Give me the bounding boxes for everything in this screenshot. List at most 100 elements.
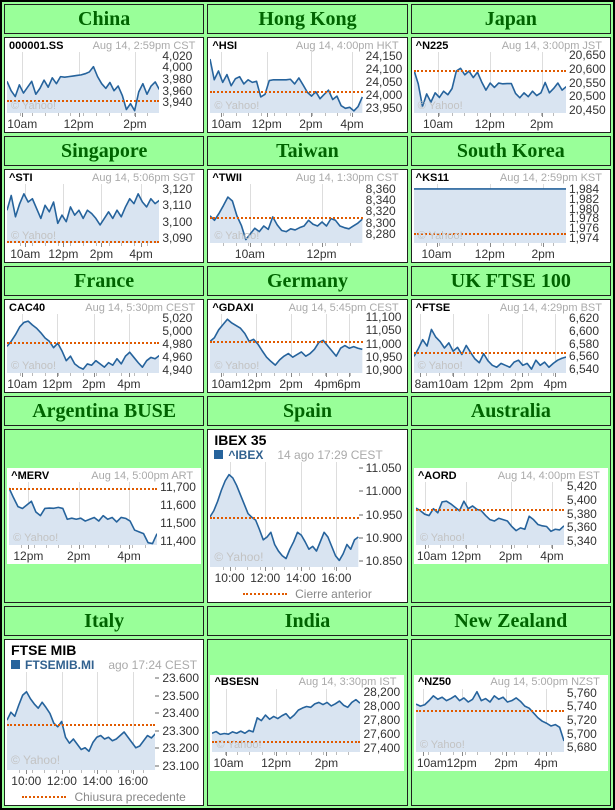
price-plot-south-korea: © Yahoo! bbox=[413, 184, 566, 243]
x-axis-label: 2pm bbox=[279, 377, 303, 391]
market-cell-uk-ftse: ^FTSE Aug 14, 4:29pm BST © Yahoo! 6,620 6,60… bbox=[410, 299, 611, 393]
x-axis-label: 12:00 bbox=[46, 774, 77, 788]
stock-chart-argentina[interactable]: ^MERV Aug 14, 5:00pm ART © Yahoo! 11,700 11,… bbox=[7, 468, 202, 564]
x-axis-label: 10am bbox=[10, 247, 41, 261]
chart-header: ^HSI Aug 14, 4:00pm HKT bbox=[208, 38, 406, 52]
y-axis-label: 4,000 bbox=[162, 60, 193, 75]
x-minor-tick bbox=[120, 545, 122, 548]
x-minor-tick bbox=[440, 751, 442, 755]
x-axis-label: 12pm bbox=[306, 247, 337, 261]
x-major-tick bbox=[489, 113, 491, 117]
y-axis-label: 5,340 bbox=[566, 533, 597, 548]
x-major-tick bbox=[310, 113, 312, 117]
x-minor-tick bbox=[235, 373, 237, 376]
price-series-svg bbox=[415, 689, 564, 752]
chart-body: © Yahoo! 3,120 3,110 3,100 3,090 bbox=[5, 181, 203, 246]
x-axis-ticks bbox=[414, 373, 566, 377]
stock-chart-spain[interactable]: IBEX 35 ^IBEX 14 ago 17:29 CEST © Yahoo! 11.… bbox=[208, 430, 407, 602]
x-minor-tick bbox=[515, 243, 517, 246]
market-cell-italy: FTSE MIB FTSEMIB.MI ago 17:24 CEST © Yahoo!… bbox=[4, 639, 205, 806]
yahoo-watermark: © Yahoo! bbox=[214, 100, 260, 112]
stock-chart-italy[interactable]: FTSE MIB FTSEMIB.MI ago 17:24 CEST © Yahoo!… bbox=[5, 640, 204, 805]
y-axis-label: 8,320 bbox=[365, 204, 396, 219]
chart-symbol: ^AORD bbox=[417, 469, 457, 482]
x-minor-tick bbox=[107, 545, 109, 548]
x-minor-tick bbox=[70, 113, 72, 116]
stock-chart-france[interactable]: CAC40 Aug 14, 5:30pm CEST © Yahoo! 5,020 5,0… bbox=[5, 300, 204, 392]
market-cell-new-zealand: ^NZ50 Aug 14, 5:00pm NZST © Yahoo! 5,760 5,7… bbox=[410, 639, 611, 806]
x-major-tick bbox=[22, 373, 24, 377]
x-axis-label: 16:00 bbox=[118, 774, 149, 788]
stock-chart-japan[interactable]: ^N225 Aug 14, 3:00pm JST © Yahoo! 20,650 20,… bbox=[411, 38, 610, 132]
stock-chart-china[interactable]: 000001.SS Aug 14, 2:59pm CST © Yahoo! 4,020… bbox=[5, 38, 204, 132]
x-minor-tick bbox=[324, 113, 326, 116]
x-major-tick bbox=[229, 567, 231, 571]
y-axis-uk-ftse: 6,620 6,600 6,580 6,560 6,540 bbox=[566, 311, 610, 376]
x-minor-tick bbox=[452, 751, 454, 755]
price-area-fill bbox=[210, 319, 363, 373]
price-plot-china: © Yahoo! bbox=[7, 52, 160, 113]
stock-chart-india[interactable]: ^BSESN Aug 14, 3:30pm IST © Yahoo! 28,200 28… bbox=[210, 674, 405, 771]
x-axis-label: 12pm bbox=[451, 549, 482, 563]
y-tick-mark bbox=[155, 730, 160, 732]
x-minor-tick bbox=[19, 113, 21, 116]
stock-chart-taiwan[interactable]: ^TWII Aug 14, 1:30pm CST © Yahoo! 8,360 8,34… bbox=[208, 170, 407, 262]
stock-chart-new-zealand[interactable]: ^NZ50 Aug 14, 5:00pm NZST © Yahoo! 5,760 5,7… bbox=[413, 674, 608, 771]
price-line bbox=[416, 501, 564, 531]
x-minor-tick bbox=[286, 243, 288, 246]
x-minor-tick bbox=[451, 373, 453, 376]
x-minor-tick bbox=[299, 373, 301, 376]
x-axis-label: 8am bbox=[414, 377, 438, 391]
y-axis-label: 20,650 bbox=[568, 48, 606, 63]
x-minor-tick bbox=[95, 243, 97, 246]
chart-symbol: FTSEMIB.MI bbox=[25, 657, 95, 672]
y-axis-label: 5,400 bbox=[566, 492, 597, 507]
y-axis-label: 23,950 bbox=[365, 100, 403, 115]
x-axis-india: 10am 12pm 2pm bbox=[212, 756, 360, 771]
x-axis-label: 10:00 bbox=[214, 571, 245, 585]
x-axis-new-zealand: 10am 12pm 2pm 4pm bbox=[416, 756, 564, 771]
x-minor-tick bbox=[515, 373, 517, 376]
stock-chart-australia[interactable]: ^AORD Aug 14, 4:00pm EST © Yahoo! 5,420 5,40… bbox=[413, 468, 608, 564]
x-major-tick bbox=[141, 243, 143, 247]
x-minor-tick bbox=[142, 770, 144, 773]
x-major-tick bbox=[93, 373, 95, 377]
x-axis-label: 12pm bbox=[48, 247, 79, 261]
x-axis-ticks bbox=[212, 751, 360, 756]
x-minor-tick bbox=[553, 243, 555, 246]
stock-chart-germany[interactable]: ^GDAXI Aug 14, 5:45pm CEST © Yahoo! 11,100 1… bbox=[208, 300, 407, 392]
y-axis-label: 3,090 bbox=[162, 231, 193, 246]
chart-body: © Yahoo! 5,020 5,000 4,980 4,960 4,940 bbox=[5, 311, 203, 377]
stock-chart-south-korea[interactable]: ^KS11 Aug 14, 2:59pm KST © Yahoo! 1,984 1,98… bbox=[411, 170, 610, 262]
y-tick-mark bbox=[358, 467, 363, 469]
y-axis-new-zealand: 5,760 5,740 5,720 5,700 5,680 bbox=[564, 686, 608, 755]
yahoo-watermark: © Yahoo! bbox=[11, 753, 61, 767]
market-header-new-zealand: New Zealand bbox=[410, 606, 611, 636]
x-minor-tick bbox=[261, 243, 263, 246]
plot-gridline bbox=[453, 314, 455, 373]
x-axis-label: 12pm bbox=[42, 377, 73, 391]
x-axis-ticks bbox=[7, 243, 159, 247]
chart-timestamp: Aug 14, 3:30pm IST bbox=[298, 676, 397, 688]
x-minor-tick bbox=[19, 770, 21, 773]
plot-gridline bbox=[97, 672, 99, 770]
x-major-tick bbox=[424, 545, 426, 549]
market-header-label: Taiwan bbox=[276, 139, 339, 162]
x-axis-label: 10am bbox=[211, 377, 242, 391]
x-minor-tick bbox=[286, 751, 288, 755]
x-axis-label: 2pm bbox=[67, 549, 91, 563]
x-minor-tick bbox=[81, 770, 83, 773]
market-cell-germany: ^GDAXI Aug 14, 5:45pm CEST © Yahoo! 11,100 1… bbox=[207, 299, 408, 393]
y-axis-label: 3,120 bbox=[162, 181, 193, 196]
price-area-fill bbox=[413, 188, 566, 243]
chart-timestamp: 14 ago 17:29 CEST bbox=[277, 447, 383, 462]
y-axis-singapore: 3,120 3,110 3,100 3,090 bbox=[159, 181, 203, 246]
y-axis-label: 10.900 bbox=[365, 530, 403, 545]
stock-chart-hong-kong[interactable]: ^HSI Aug 14, 4:00pm HKT © Yahoo! 24,150 24,1… bbox=[208, 38, 407, 132]
x-major-tick bbox=[510, 545, 512, 549]
stock-chart-singapore[interactable]: ^STI Aug 14, 5:06pm SGT © Yahoo! 3,120 3,110… bbox=[5, 170, 204, 262]
market-cell-south-korea: ^KS11 Aug 14, 2:59pm KST © Yahoo! 1,984 1,98… bbox=[410, 169, 611, 263]
prev-close-line bbox=[210, 340, 363, 343]
chart-timestamp: ago 17:24 CEST bbox=[108, 657, 198, 672]
stock-chart-uk-ftse[interactable]: ^FTSE Aug 14, 4:29pm BST © Yahoo! 6,620 6,60… bbox=[411, 300, 610, 392]
